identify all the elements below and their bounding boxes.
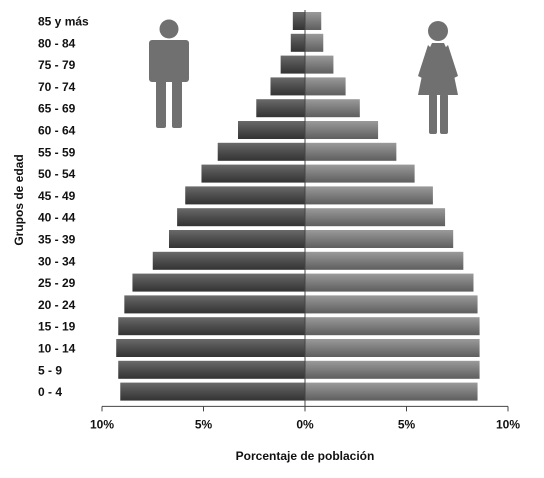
category-label: 35 - 39 — [38, 233, 76, 247]
category-label: 30 - 34 — [38, 254, 76, 268]
x-tick-label: 5% — [398, 417, 416, 431]
bar-left-7 — [168, 230, 305, 248]
category-label: 40 - 44 — [38, 211, 76, 225]
bar-right-15 — [305, 55, 334, 74]
category-label: 75 - 79 — [38, 58, 76, 72]
category-label: 5 - 9 — [38, 363, 62, 377]
bar-right-6 — [305, 251, 464, 270]
x-axis-title: Porcentaje de población — [236, 449, 375, 463]
bar-left-1 — [118, 360, 306, 379]
category-label: 70 - 74 — [38, 80, 76, 94]
bar-left-8 — [177, 208, 305, 227]
x-tick-label: 0% — [296, 417, 314, 431]
bar-right-8 — [305, 208, 446, 227]
bar-left-0 — [120, 382, 306, 401]
category-label: 55 - 59 — [38, 145, 76, 159]
bar-left-10 — [201, 164, 305, 183]
category-labels-layer: 0 - 4 5 - 9 10 - 14 15 - 19 20 - 24 25 - 29 30… — [38, 15, 89, 400]
category-label: 65 - 69 — [38, 102, 76, 116]
category-label: 0 - 4 — [38, 385, 62, 399]
category-label: 60 - 64 — [38, 124, 76, 138]
x-tick-label: 10% — [90, 417, 114, 431]
bar-left-12 — [238, 121, 305, 139]
category-label: 50 - 54 — [38, 167, 76, 181]
category-label: 85 y más — [38, 15, 89, 29]
category-label: 15 - 19 — [38, 320, 76, 334]
bar-left-16 — [290, 33, 305, 52]
male-figure-icon — [149, 19, 189, 128]
category-label: 80 - 84 — [38, 36, 76, 50]
category-label: 45 - 49 — [38, 189, 76, 203]
female-figure-icon — [418, 21, 458, 134]
bar-right-5 — [305, 273, 474, 292]
y-axis-title: Grupos de edad — [12, 154, 26, 245]
bar-right-4 — [305, 295, 478, 314]
category-label: 25 - 29 — [38, 276, 76, 290]
bar-left-14 — [270, 77, 305, 96]
bar-left-17 — [292, 12, 305, 30]
bar-right-16 — [305, 33, 324, 52]
bar-left-13 — [256, 99, 305, 118]
bar-right-1 — [305, 360, 480, 379]
bars-layer — [116, 12, 480, 401]
bar-right-11 — [305, 142, 397, 161]
bar-left-11 — [217, 142, 305, 161]
x-axis: 10% 5% 0% 5% 10% — [90, 10, 520, 431]
bar-right-9 — [305, 186, 433, 205]
bar-left-15 — [280, 55, 305, 74]
bar-left-6 — [152, 251, 305, 270]
x-tick-label: 5% — [195, 417, 213, 431]
bar-left-9 — [185, 186, 305, 205]
bar-left-4 — [124, 295, 305, 314]
bar-right-3 — [305, 317, 480, 336]
bar-right-0 — [305, 382, 478, 401]
bar-right-17 — [305, 12, 322, 30]
bar-right-13 — [305, 99, 360, 118]
bar-right-2 — [305, 339, 480, 357]
category-label: 20 - 24 — [38, 298, 76, 312]
bar-left-5 — [132, 273, 305, 292]
bar-right-12 — [305, 121, 379, 139]
bar-left-2 — [116, 339, 306, 357]
bar-right-7 — [305, 230, 454, 248]
category-label: 10 - 14 — [38, 342, 76, 356]
bar-right-10 — [305, 164, 415, 183]
bar-right-14 — [305, 77, 346, 96]
x-tick-label: 10% — [496, 417, 520, 431]
bar-left-3 — [118, 317, 306, 336]
